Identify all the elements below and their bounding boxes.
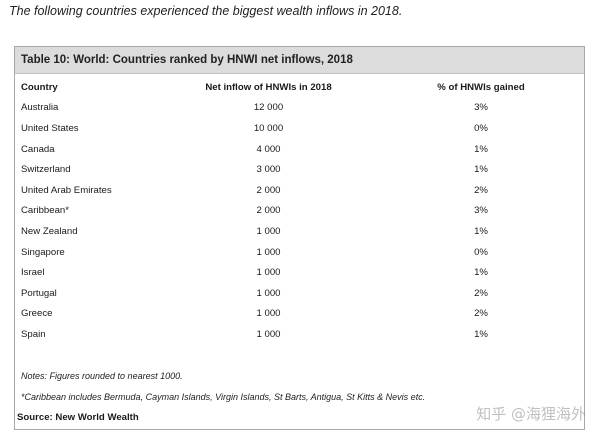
table-row: Israel 1 000 1% — [21, 262, 576, 283]
cell-percent-gained: 2% — [474, 308, 488, 320]
table-note-caribbean: *Caribbean includes Bermuda, Cayman Isla… — [21, 392, 426, 402]
table-row: Caribbean* 2 000 3% — [21, 201, 576, 222]
table-row: Canada 4 000 1% — [21, 139, 576, 160]
cell-country: Canada — [21, 143, 55, 155]
cell-country: New Zealand — [21, 225, 78, 237]
cell-net-inflow: 1 000 — [256, 225, 281, 237]
table-body: Australia 12 000 3% United States 10 000 0% Ca… — [21, 98, 576, 345]
cell-percent-gained: 1% — [474, 328, 488, 340]
table-row: Switzerland 3 000 1% — [21, 159, 576, 180]
cell-percent-gained: 1% — [474, 267, 488, 279]
table-row: Spain 1 000 1% — [21, 324, 576, 345]
cell-percent-gained: 2% — [474, 184, 488, 196]
cell-percent-gained: 2% — [474, 287, 488, 299]
cell-percent-gained: 1% — [474, 225, 488, 237]
cell-net-inflow: 1 000 — [256, 328, 281, 340]
watermark-text: 知乎 @海狸海外 — [476, 405, 586, 423]
table-title: Table 10: World: Countries ranked by HNW… — [15, 47, 584, 74]
column-header-percent-gained: % of HNWIs gained — [437, 81, 525, 93]
table-row: United States 10 000 0% — [21, 118, 576, 139]
cell-net-inflow: 10 000 — [253, 122, 284, 134]
table-row: Portugal 1 000 2% — [21, 283, 576, 304]
cell-net-inflow: 1 000 — [256, 308, 281, 320]
cell-net-inflow: 1 000 — [256, 246, 281, 258]
cell-net-inflow: 1 000 — [256, 267, 281, 279]
table-header-row: Country Net inflow of HNWIs in 2018 % of… — [21, 77, 576, 98]
cell-country: Spain — [21, 328, 46, 340]
cell-country: Portugal — [21, 287, 57, 299]
cell-net-inflow: 12 000 — [253, 102, 284, 114]
column-header-net-inflow: Net inflow of HNWIs in 2018 — [205, 81, 332, 93]
watermark: 知乎 @海狸海外 — [476, 403, 586, 424]
table-row: Singapore 1 000 0% — [21, 242, 576, 263]
cell-country: United Arab Emirates — [21, 184, 112, 196]
table-row: Greece 1 000 2% — [21, 304, 576, 325]
cell-country: Singapore — [21, 246, 65, 258]
table-frame: Table 10: World: Countries ranked by HNW… — [14, 46, 585, 430]
cell-country: United States — [21, 122, 79, 134]
cell-country: Switzerland — [21, 164, 71, 176]
table-row: Australia 12 000 3% — [21, 98, 576, 119]
cell-country: Greece — [21, 308, 53, 320]
cell-country: Caribbean* — [21, 205, 70, 217]
cell-percent-gained: 1% — [474, 143, 488, 155]
cell-net-inflow: 4 000 — [256, 143, 281, 155]
table-row: New Zealand 1 000 1% — [21, 221, 576, 242]
cell-percent-gained: 0% — [474, 122, 488, 134]
cell-percent-gained: 3% — [474, 102, 488, 114]
table-row: United Arab Emirates 2 000 2% — [21, 180, 576, 201]
intro-text: The following countries experienced the … — [9, 4, 403, 18]
cell-net-inflow: 1 000 — [256, 287, 281, 299]
column-header-country: Country — [21, 81, 58, 93]
table-source: Source: New World Wealth — [17, 412, 139, 423]
cell-country: Israel — [21, 267, 45, 279]
cell-net-inflow: 2 000 — [256, 184, 281, 196]
cell-percent-gained: 1% — [474, 164, 488, 176]
cell-percent-gained: 0% — [474, 246, 488, 258]
cell-net-inflow: 3 000 — [256, 164, 281, 176]
cell-percent-gained: 3% — [474, 205, 488, 217]
cell-net-inflow: 2 000 — [256, 205, 281, 217]
cell-country: Australia — [21, 102, 59, 114]
wealth-inflow-table: Country Net inflow of HNWIs in 2018 % of… — [21, 77, 576, 345]
table-note-rounding: Notes: Figures rounded to nearest 1000. — [21, 371, 183, 381]
